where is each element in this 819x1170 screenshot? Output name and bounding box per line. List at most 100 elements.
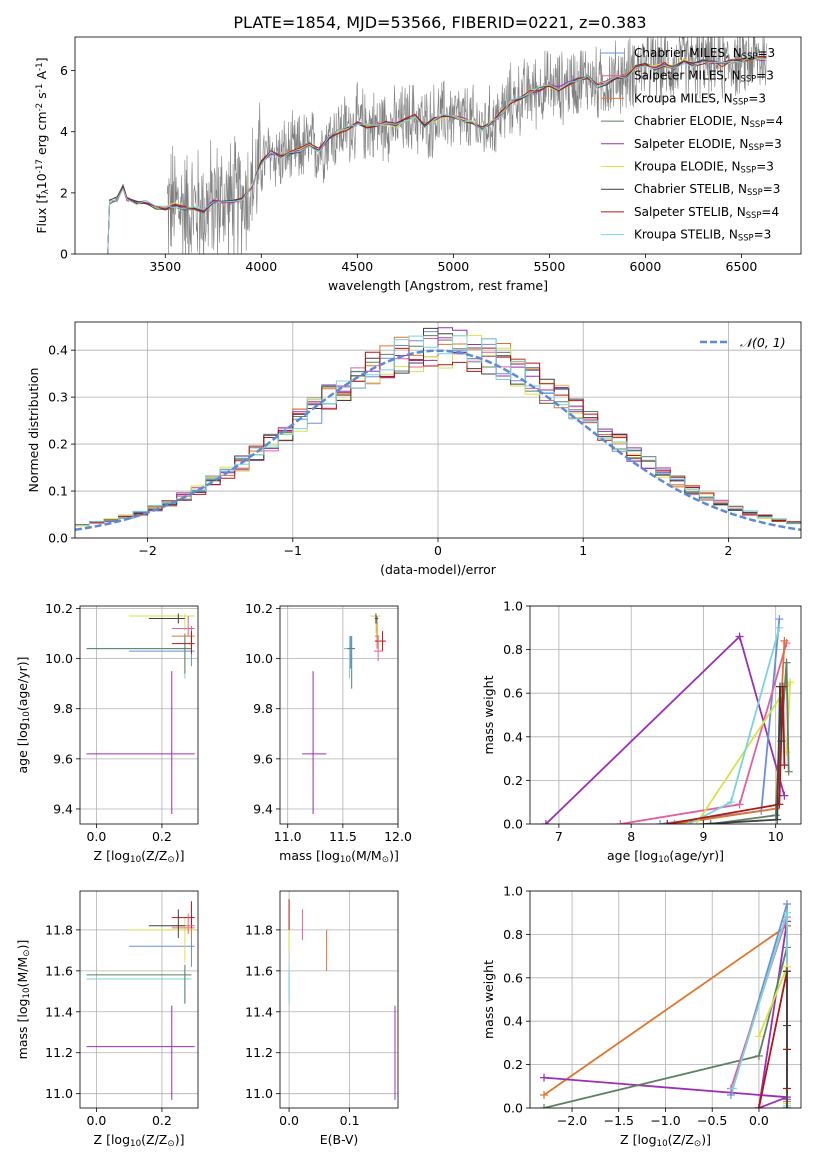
weight-point: [540, 1073, 549, 1082]
y-tick-label: 0.3: [48, 390, 68, 405]
x-tick-label: 0.1: [340, 1113, 360, 1128]
legend-label: Salpeter STELIB, NSSP=4: [634, 205, 779, 220]
y-axis-label: Normed distribution: [26, 368, 41, 493]
panel-weight_vs_age: 7 8 9 10 0.0 0.2 0.4 0.6 0.8 1.0 age [log10(age/yr…: [481, 599, 802, 865]
x-tick-label: 6000: [630, 259, 662, 274]
x-axis-label: Z [log10(Z/Z⊙)]: [94, 848, 185, 865]
x-tick-label: 0.0: [86, 1113, 106, 1128]
weight-point: [540, 1090, 549, 1099]
spectrum-legend: Chabrier MILES, NSSP=3 Salpeter MILES, NS…: [601, 46, 783, 243]
weight-line: [543, 921, 788, 1108]
y-tick-label: 0.4: [503, 1014, 523, 1029]
y-axis-label: Flux [fλ10-17 erg cm-2 s-1 A-1]: [34, 57, 51, 233]
legend-label: Salpeter ELODIE, NSSP=3: [634, 137, 782, 152]
weight-point: [616, 820, 625, 824]
y-tick-label: 2: [60, 185, 68, 200]
model-line: [107, 56, 767, 254]
y-tick-label: 9.8: [253, 701, 273, 716]
axes-frame: [74, 36, 802, 255]
weight-point: [776, 682, 785, 691]
y-tick-label: 0.1: [48, 484, 68, 499]
x-axis-label: E(B-V): [320, 1132, 359, 1147]
weight-point: [735, 632, 744, 641]
weight-point: [771, 811, 780, 820]
y-tick-label: 9.6: [53, 751, 73, 766]
legend-label: Kroupa MILES, NSSP=3: [634, 91, 766, 106]
x-tick-label: −2: [138, 543, 156, 558]
plot-area: [86, 613, 195, 814]
normal-curve: [75, 349, 801, 532]
axes-frame: [529, 605, 802, 825]
y-tick-label: 11.6: [45, 963, 73, 978]
x-tick-label: 12.0: [384, 829, 412, 844]
x-tick-label: 10: [768, 829, 784, 844]
plot-area: [75, 327, 801, 532]
weight-line: [545, 634, 786, 824]
x-tick-label: 11.5: [329, 829, 357, 844]
y-tick-label: 4: [60, 124, 68, 139]
x-axis-label: Z [log10(Z/Z⊙)]: [94, 1132, 185, 1149]
model-line: [107, 55, 767, 254]
histogram-step: [75, 347, 801, 526]
weight-point: [782, 908, 791, 917]
weight-point: [782, 1021, 791, 1030]
weight-point: [541, 820, 550, 824]
plot-area: [302, 613, 386, 814]
y-axis-label: age [log10(age/yr)]: [15, 656, 32, 773]
x-tick-label: 3500: [149, 259, 181, 274]
y-tick-label: 10.0: [245, 651, 273, 666]
legend-label: Chabrier ELODIE, NSSP=4: [634, 114, 783, 129]
plot-area: [540, 900, 791, 1108]
weight-point: [780, 636, 789, 645]
x-axis-label: wavelength [Angstrom, rest frame]: [328, 278, 548, 293]
x-tick-label: −1.5: [604, 1113, 634, 1128]
x-tick-label: 8: [627, 829, 635, 844]
weight-point: [777, 737, 786, 746]
weight-line: [667, 686, 786, 824]
y-tick-label: 0.8: [503, 642, 523, 657]
weight-point: [735, 800, 744, 809]
weight-point: [663, 820, 672, 824]
x-tick-label: −1.0: [650, 1113, 680, 1128]
y-tick-label: 0.2: [48, 437, 68, 452]
y-tick-label: 0.2: [503, 773, 523, 788]
weight-line: [543, 924, 788, 1096]
y-tick-label: 9.4: [53, 801, 73, 816]
weight-point: [782, 1104, 791, 1108]
x-tick-label: 5000: [437, 259, 469, 274]
legend-label: Salpeter MILES, NSSP=3: [634, 69, 774, 84]
y-tick-label: 0.6: [503, 970, 523, 985]
x-tick-label: 2: [724, 543, 732, 558]
weight-point: [706, 820, 715, 824]
y-tick-label: 11.0: [245, 1086, 273, 1101]
weight-point: [780, 791, 789, 800]
x-axis-label: (data-model)/error: [380, 562, 497, 577]
legend-label: Chabrier STELIB, NSSP=3: [634, 182, 780, 197]
y-tick-label: 10.2: [45, 601, 73, 616]
panel-mass_vs_Z: 0.0 0.2 11.0 11.2 11.4 11.6 11.8 Z [log10(Z/Z⊙)…: [15, 890, 199, 1149]
weight-point: [670, 820, 679, 824]
x-tick-label: 0.2: [152, 1113, 172, 1128]
panel-age_vs_Z: 0.0 0.2 9.4 9.6 9.8 10.0 10.2 Z [log10(Z/Z⊙)] ag…: [15, 601, 199, 865]
y-tick-label: 11.4: [45, 1004, 73, 1019]
data-spectrum-line: [166, 37, 767, 254]
y-tick-label: 6: [60, 63, 68, 78]
model-line: [107, 55, 767, 254]
y-tick-label: 11.6: [245, 963, 273, 978]
weight-point: [692, 820, 701, 824]
weight-point: [780, 761, 789, 770]
weight-point: [784, 767, 793, 776]
weight-point: [773, 815, 782, 824]
y-tick-label: 11.2: [245, 1045, 273, 1060]
y-tick-label: 0.6: [503, 686, 523, 701]
weight-point: [775, 623, 784, 632]
histogram-step: [75, 334, 801, 527]
weight-point: [775, 615, 784, 624]
weight-point: [782, 658, 791, 667]
plot-area: [541, 615, 795, 824]
x-tick-label: 1: [579, 543, 587, 558]
histogram-step: [75, 327, 801, 525]
panel-age_vs_mass: 11.0 11.5 12.0 9.4 9.6 9.8 10.0 10.2 mass [log10…: [245, 601, 412, 865]
weight-line: [688, 627, 781, 824]
